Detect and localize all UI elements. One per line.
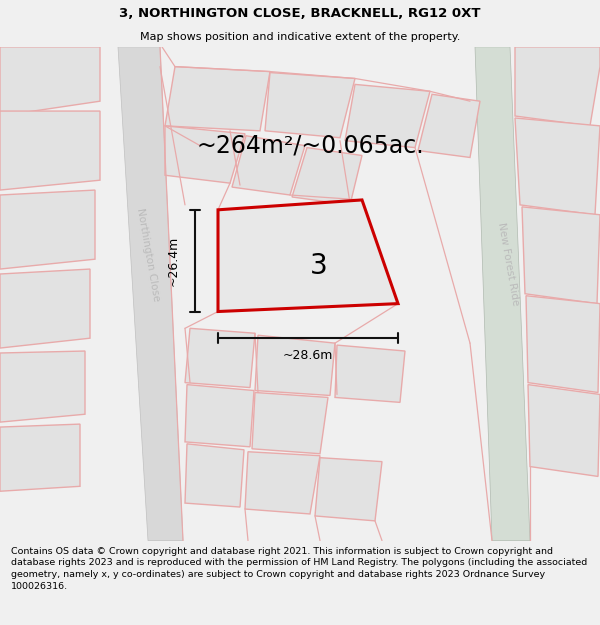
Polygon shape [522,207,600,304]
Text: Contains OS data © Crown copyright and database right 2021. This information is : Contains OS data © Crown copyright and d… [11,546,587,591]
Polygon shape [118,47,183,541]
Polygon shape [0,351,85,422]
Polygon shape [0,111,100,190]
Polygon shape [418,94,480,158]
Polygon shape [515,47,600,126]
Polygon shape [528,384,600,476]
Polygon shape [252,392,328,454]
Text: Map shows position and indicative extent of the property.: Map shows position and indicative extent… [140,31,460,41]
Polygon shape [218,200,398,311]
Polygon shape [475,47,530,541]
Polygon shape [0,190,95,269]
Polygon shape [526,296,600,392]
Polygon shape [315,458,382,521]
Polygon shape [0,424,80,491]
Text: ~264m²/~0.065ac.: ~264m²/~0.065ac. [196,134,424,158]
Polygon shape [185,328,255,388]
Polygon shape [0,269,90,348]
Text: Northington Close: Northington Close [135,207,161,302]
Polygon shape [292,148,362,205]
Polygon shape [265,72,355,138]
Polygon shape [255,335,335,396]
Text: 3, NORTHINGTON CLOSE, BRACKNELL, RG12 0XT: 3, NORTHINGTON CLOSE, BRACKNELL, RG12 0X… [119,7,481,19]
Text: ~26.4m: ~26.4m [167,236,179,286]
Polygon shape [0,47,100,116]
Polygon shape [185,444,244,507]
Polygon shape [345,84,430,148]
Polygon shape [165,67,270,131]
Text: New Forest Ride: New Forest Ride [496,222,520,306]
Polygon shape [245,452,320,514]
Text: ~28.6m: ~28.6m [283,349,333,362]
Polygon shape [232,136,305,195]
Polygon shape [335,345,405,403]
Polygon shape [185,384,254,447]
Text: 3: 3 [310,252,328,280]
Polygon shape [515,118,600,215]
Polygon shape [165,126,245,183]
